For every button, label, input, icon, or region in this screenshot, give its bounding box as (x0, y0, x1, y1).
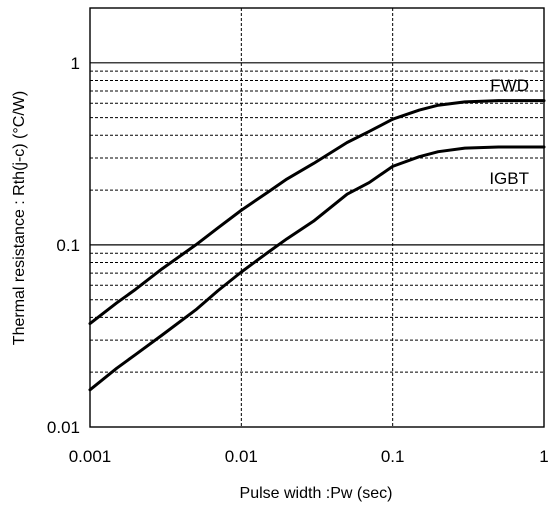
y-tick-label: 0.1 (56, 236, 80, 255)
y-tick-label: 1 (71, 54, 80, 73)
x-tick-label: 0.1 (381, 447, 405, 466)
series-line-igbt (88, 145, 546, 392)
x-tick-label: 1 (539, 447, 548, 466)
y-tick-labels: 0.01 0.1 1 (47, 54, 80, 437)
x-tick-labels: 0.001 0.01 0.1 1 (69, 447, 549, 466)
grid-lines (90, 8, 544, 427)
x-axis-label: Pulse width :Pw (sec) (240, 485, 393, 502)
series-line-fwd (88, 99, 546, 326)
y-axis-label: Thermal resistance : Rth(j-c) (°C/W) (11, 91, 28, 345)
series-label-fwd: FWD (490, 76, 529, 95)
x-tick-label: 0.001 (69, 447, 112, 466)
series-label-igbt: IGBT (489, 169, 529, 188)
y-tick-label: 0.01 (47, 418, 80, 437)
series-lines (88, 99, 546, 392)
plot-frame (89, 7, 545, 428)
x-tick-label: 0.01 (225, 447, 258, 466)
